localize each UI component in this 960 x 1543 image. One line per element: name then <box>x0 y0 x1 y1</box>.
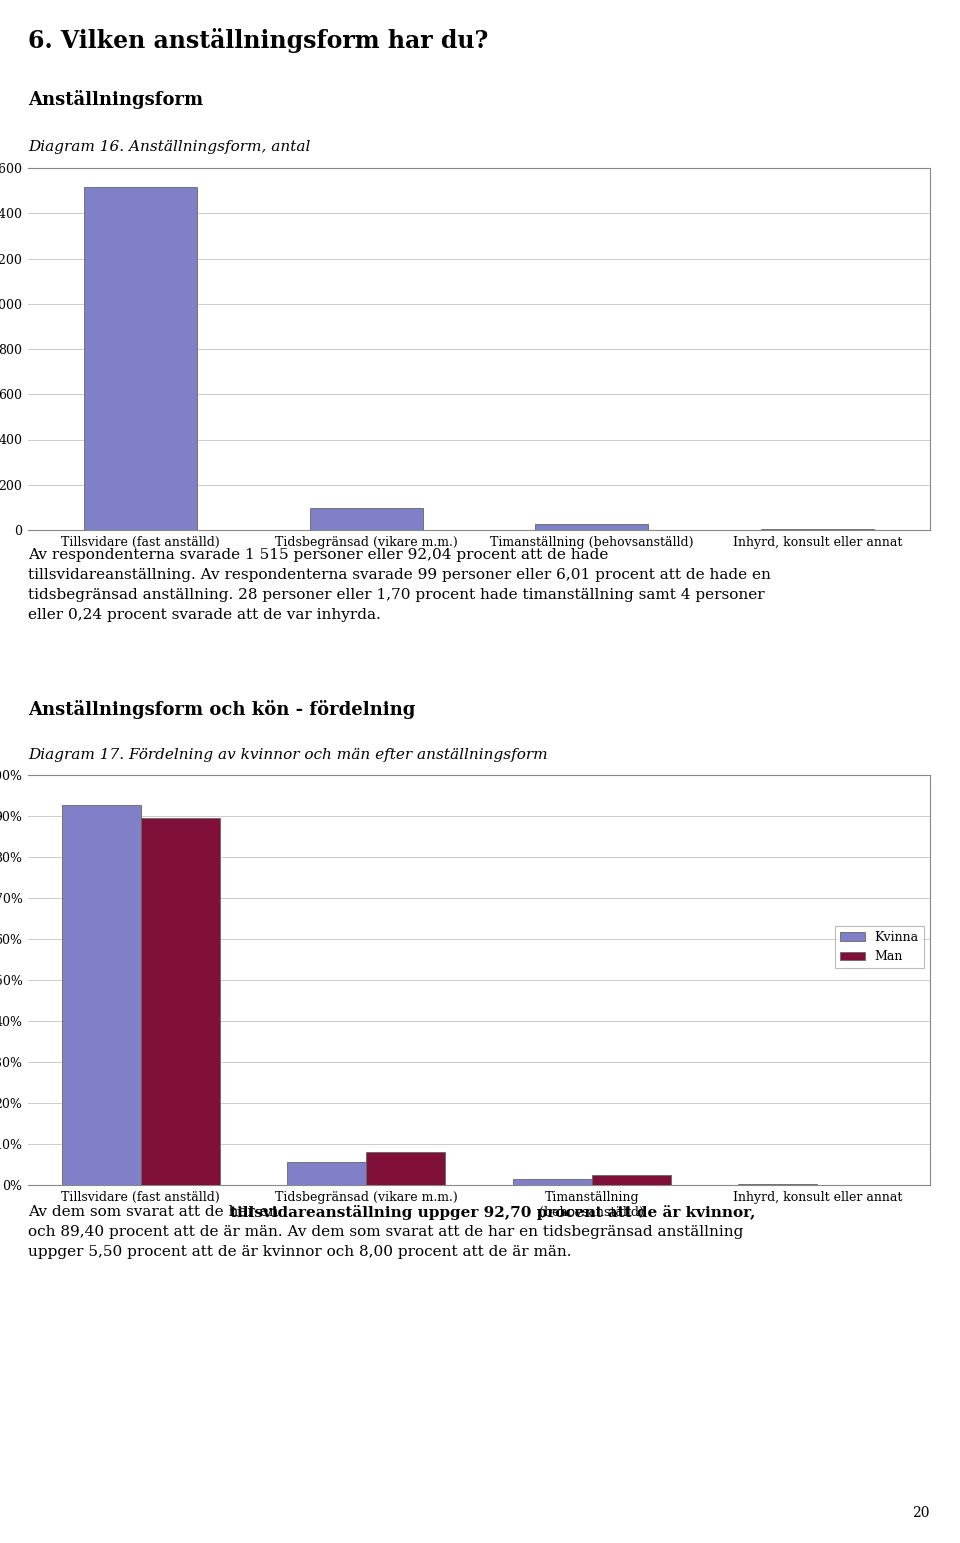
Text: Av respondenterna svarade 1 515 personer eller 92,04 procent att de hade: Av respondenterna svarade 1 515 personer… <box>28 548 609 562</box>
Text: 6. Vilken anställningsform har du?: 6. Vilken anställningsform har du? <box>28 28 489 52</box>
Bar <box>513 1179 591 1185</box>
Text: eller 0,24 procent svarade att de var inhyrda.: eller 0,24 procent svarade att de var in… <box>28 608 381 622</box>
Text: 20: 20 <box>913 1506 930 1520</box>
Bar <box>141 818 220 1185</box>
Text: Diagram 17. Fördelning av kvinnor och män efter anställningsform: Diagram 17. Fördelning av kvinnor och mä… <box>28 748 547 762</box>
Text: Av dem som svarat att de har en: Av dem som svarat att de har en <box>28 1205 283 1219</box>
Text: och 89,40 procent att de är män. Av dem som svarat att de har en tidsbegränsad a: och 89,40 procent att de är män. Av dem … <box>28 1225 743 1239</box>
Text: uppger 5,50 procent att de är kvinnor och 8,00 procent att de är män.: uppger 5,50 procent att de är kvinnor oc… <box>28 1245 571 1259</box>
Bar <box>310 508 422 529</box>
Text: tillsvidareanställning. Av respondenterna svarade 99 personer eller 6,01 procent: tillsvidareanställning. Av respondentern… <box>28 568 771 582</box>
Text: Diagram 16. Anställningsform, antal: Diagram 16. Anställningsform, antal <box>28 140 310 154</box>
Bar <box>536 523 648 529</box>
Bar <box>61 805 141 1185</box>
Bar <box>591 1174 671 1185</box>
Text: Anställningsform: Anställningsform <box>28 89 204 110</box>
Bar <box>287 1162 367 1185</box>
Bar <box>367 1153 445 1185</box>
Bar <box>84 187 197 529</box>
Text: tidsbegränsad anställning. 28 personer eller 1,70 procent hade timanställning sa: tidsbegränsad anställning. 28 personer e… <box>28 588 764 602</box>
Legend: Kvinna, Man: Kvinna, Man <box>834 926 924 969</box>
Text: Anställningsform och kön - fördelning: Anställningsform och kön - fördelning <box>28 701 416 719</box>
Text: tillsvidareanställning uppger 92,70 procent att de är kvinnor,: tillsvidareanställning uppger 92,70 proc… <box>230 1205 756 1221</box>
